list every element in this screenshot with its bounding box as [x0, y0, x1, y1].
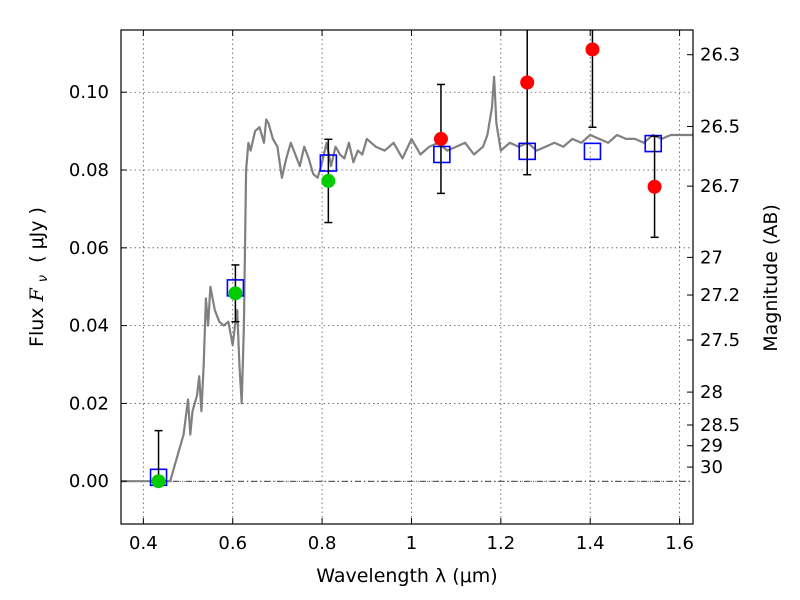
- red-flux-point: [520, 75, 535, 90]
- x-tick-label: 1.2: [487, 533, 516, 554]
- green-flux-point: [151, 474, 166, 489]
- green-flux-point: [228, 286, 243, 301]
- red-flux-point: [647, 179, 662, 194]
- mag-tick-label: 30: [700, 457, 723, 478]
- template-spectrum-line: [121, 75, 693, 483]
- x-tick-label: 0.4: [129, 533, 158, 554]
- y-axis-label-text: Flux: [26, 301, 48, 347]
- y-tick-label: 0.06: [69, 238, 109, 259]
- axes: 0.4 0.6 0.8 1 1.2 1.4 1.6 0.00 0.02 0.04 0.06 0.08 0…: [69, 30, 740, 554]
- mag-tick-label: 27: [700, 247, 723, 268]
- mag-tick-label: 26.7: [700, 176, 740, 197]
- data-layer: [121, 30, 693, 489]
- x-tick-label: 1.4: [576, 533, 605, 554]
- y-axis-label-subscript: ν: [36, 275, 51, 282]
- y-tick-label: 0.04: [69, 316, 109, 337]
- green-flux-point: [321, 173, 336, 188]
- model-flux-square: [583, 142, 602, 161]
- red-flux-point: [585, 42, 600, 57]
- x-axis-label: Wavelength λ (μm): [316, 565, 497, 587]
- mag-tick-label: 28.5: [700, 415, 740, 436]
- mag-tick-label: 28: [700, 382, 723, 403]
- x-tick-label: 0.8: [308, 533, 337, 554]
- y-tick-label: 0.02: [69, 393, 109, 414]
- x-tick-label: 1.6: [665, 533, 694, 554]
- red-flux-point: [433, 131, 448, 146]
- plot-frame: [120, 29, 694, 525]
- y-axis-label: Flux F ν ( μJy ): [26, 207, 52, 347]
- y-tick-label: 0.10: [69, 82, 109, 103]
- y-axis-label-unit: ( μJy ): [26, 207, 48, 263]
- mag-tick-label: 26.5: [700, 116, 740, 137]
- mag-tick-label: 26.3: [700, 45, 740, 66]
- mag-tick-label: 29: [700, 436, 723, 457]
- y2-axis-label: Magnitude (AB): [760, 204, 782, 352]
- x-tick-label: 0.6: [218, 533, 247, 554]
- x-tick-label: 1: [406, 533, 417, 554]
- mag-tick-label: 27.5: [700, 330, 740, 351]
- y-tick-label: 0.08: [69, 160, 109, 181]
- y-tick-label: 0.00: [69, 471, 109, 492]
- mag-tick-label: 27.2: [700, 285, 740, 306]
- model-flux-square: [433, 145, 451, 164]
- y-axis-label-symbol: F: [26, 287, 48, 302]
